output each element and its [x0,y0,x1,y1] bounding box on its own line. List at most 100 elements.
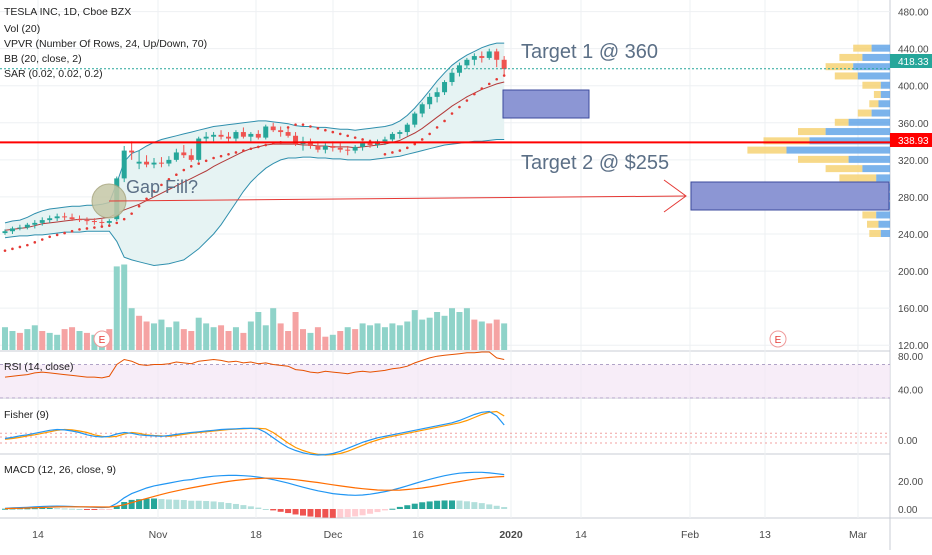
price-tick-label: 240.00 [898,230,929,241]
candle[interactable] [464,57,470,70]
candle[interactable] [99,219,105,226]
candle[interactable] [434,87,440,103]
candle[interactable] [196,136,202,162]
candle[interactable] [129,141,135,160]
candle-body [412,113,418,125]
indicator-vol-label[interactable]: Vol (20) [4,23,40,35]
candle[interactable] [188,148,194,162]
candle[interactable] [211,132,217,142]
candle[interactable] [2,229,8,235]
indicator-vpvr-label[interactable]: VPVR (Number Of Rows, 24, Up/Down, 70) [4,38,207,50]
candle[interactable] [501,56,507,75]
candle[interactable] [47,215,53,223]
candle[interactable] [419,102,425,118]
sar-dot [26,243,29,247]
sar-dot [391,151,394,154]
fisher-label[interactable]: Fisher (9) [4,409,49,421]
macd-histogram-bar [39,508,46,510]
target2-box[interactable] [690,181,890,211]
candle[interactable] [218,130,224,140]
time-tick-label: 13 [759,529,771,541]
candle[interactable] [9,226,15,234]
candle-body [226,136,231,139]
indicator-sar-label[interactable]: SAR (0.02, 0.02, 0.2) [4,68,103,80]
macd-histogram-bar [54,508,61,510]
candle-body [501,59,507,70]
candle[interactable] [17,224,23,231]
candle[interactable] [307,138,313,149]
candle[interactable] [181,145,187,159]
candle[interactable] [412,111,418,128]
candle[interactable] [486,48,492,60]
candle[interactable] [158,157,164,168]
gap-fill-arrow-line[interactable] [108,195,687,202]
indicator-bb-label[interactable]: BB (20, close, 2) [4,53,82,65]
annotations[interactable] [0,68,890,219]
macd-label[interactable]: MACD (12, 26, close, 9) [4,464,116,476]
earnings-marker-oct[interactable] [93,330,111,348]
candle[interactable] [456,62,462,77]
target1-box[interactable] [502,89,590,119]
candle[interactable] [173,148,179,162]
candle[interactable] [389,132,395,142]
symbol-title[interactable]: TESLA INC, 1D, Cboe BZX [4,6,131,18]
candle[interactable] [151,158,157,169]
candle[interactable] [479,51,485,63]
candle[interactable] [322,143,328,154]
indicator-panes[interactable]: RSI (14, close) Fisher (9) MACD (12, 26, c… [0,351,890,518]
candle[interactable] [382,136,388,146]
volume-bar [337,331,344,350]
candle[interactable] [39,217,45,226]
candle[interactable] [337,143,343,153]
macd-histogram-bar [493,505,500,509]
candle[interactable] [32,220,38,229]
sar-dot [257,145,260,149]
candle[interactable] [285,128,291,138]
candle[interactable] [69,213,75,222]
candle[interactable] [449,69,455,86]
sar-dot [48,235,51,239]
candle[interactable] [136,150,142,170]
candle[interactable] [77,215,82,222]
target1-text[interactable]: Target 1 @ 360 [521,41,658,63]
candle[interactable] [293,132,299,146]
candle-body [449,72,455,83]
candle[interactable] [166,156,172,167]
candle[interactable] [24,222,30,230]
candle[interactable] [255,130,261,140]
candle[interactable] [270,122,276,133]
candle[interactable] [62,212,68,221]
candle[interactable] [248,132,254,142]
sar-dot [234,151,238,154]
bb-basis-line [4,81,505,231]
earnings-marker-jan[interactable] [769,330,787,348]
candle[interactable] [404,122,410,136]
sar-dot [93,226,96,229]
candle[interactable] [144,155,150,168]
candle[interactable] [91,218,97,225]
axes[interactable]: 120.00160.00200.00240.00280.00320.00360.… [32,8,929,541]
target2-text[interactable]: Target 2 @ $255 [521,152,669,174]
candle[interactable] [226,132,231,142]
candle[interactable] [397,130,403,139]
candle[interactable] [54,213,60,222]
candle[interactable] [494,48,500,68]
candle[interactable] [278,126,284,137]
candle[interactable] [233,130,239,142]
price-tick-label: 360.00 [898,119,929,130]
macd-histogram-bar [232,503,239,509]
candle[interactable] [345,145,351,156]
candle[interactable] [352,145,358,154]
candle[interactable] [471,53,477,66]
sar-dot [175,173,178,176]
rsi-label[interactable]: RSI (14, close) [4,361,73,373]
candle[interactable] [442,80,448,95]
candle[interactable] [240,127,246,139]
candle[interactable] [121,145,127,183]
candle[interactable] [263,124,269,140]
candle[interactable] [427,93,433,109]
candle[interactable] [84,217,90,225]
gap-fill-text[interactable]: Gap Fill? [126,177,198,197]
